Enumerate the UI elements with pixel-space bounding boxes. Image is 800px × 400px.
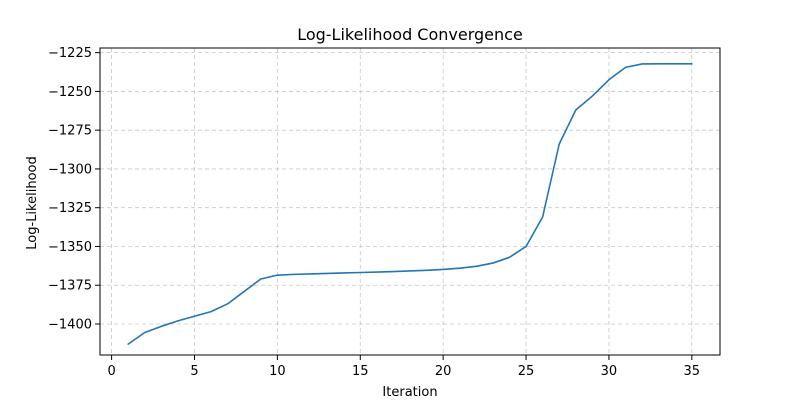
y-axis-label: Log-Likelihood bbox=[25, 156, 40, 249]
x-axis-label: Iteration bbox=[382, 385, 437, 400]
series bbox=[127, 63, 693, 345]
x-tick-label: 30 bbox=[601, 364, 618, 379]
x-tick-label: 15 bbox=[352, 364, 369, 379]
x-tick-label: 35 bbox=[684, 364, 701, 379]
series-line bbox=[127, 63, 693, 345]
ticks: 0 5 10 15 20 25 30 35 −1400 −1375 −1350 −1325 −1300 −… bbox=[48, 46, 700, 379]
y-tick-label: −1275 bbox=[48, 124, 92, 139]
y-tick-label: −1225 bbox=[48, 46, 92, 61]
y-tick-label: −1250 bbox=[48, 85, 92, 100]
y-tick-label: −1325 bbox=[48, 201, 92, 216]
y-tick-label: −1375 bbox=[48, 279, 92, 294]
grid bbox=[100, 48, 720, 355]
x-tick-label: 10 bbox=[269, 364, 286, 379]
plot-frame bbox=[99, 47, 721, 356]
y-tick-label: −1300 bbox=[48, 162, 92, 177]
x-tick-label: 0 bbox=[107, 364, 115, 379]
x-tick-label: 20 bbox=[435, 364, 452, 379]
y-tick-label: −1400 bbox=[48, 317, 92, 332]
chart-title: Log-Likelihood Convergence bbox=[297, 25, 523, 44]
y-tick-label: −1350 bbox=[48, 240, 92, 255]
x-tick-label: 5 bbox=[190, 364, 198, 379]
x-tick-label: 25 bbox=[518, 364, 535, 379]
